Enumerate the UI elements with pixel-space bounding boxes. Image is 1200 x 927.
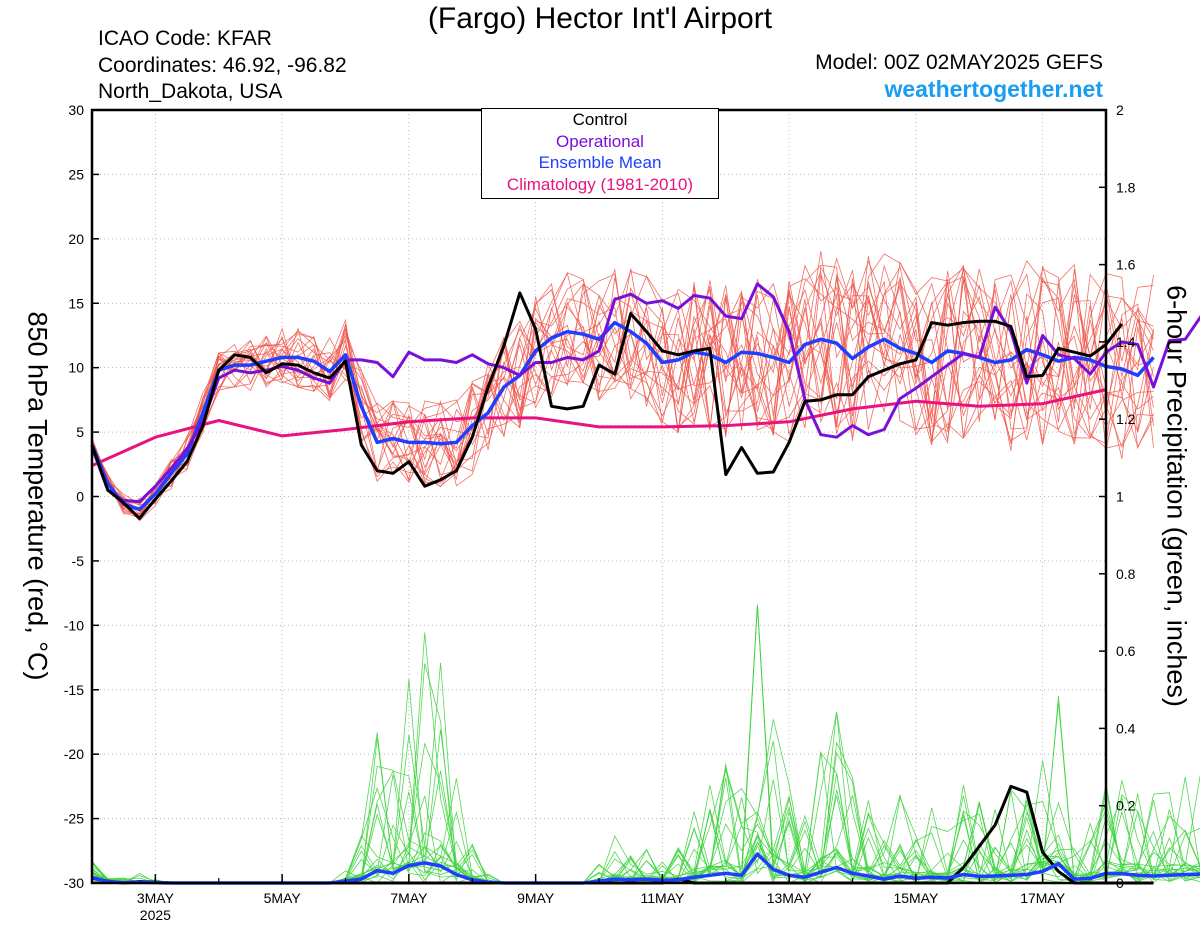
coordinates: Coordinates: 46.92, -96.82 (98, 54, 347, 77)
precip-member-line (91, 719, 1200, 884)
grid (92, 110, 1106, 883)
y-tick-label: 15 (68, 295, 84, 311)
icao-code: ICAO Code: KFAR (98, 27, 272, 50)
temperature-member-line (91, 268, 1154, 505)
y2-tick-label: 1.4 (1116, 334, 1136, 350)
model-run: Model: 00Z 02MAY2025 GEFS (815, 51, 1103, 74)
x-tick-label: 5MAY (264, 890, 302, 906)
temperature-member-line (91, 260, 1154, 513)
precip-member-line (91, 711, 1200, 884)
y-axis-label-left: 850 hPa Temperature (red, °C) (22, 311, 53, 681)
y-tick-label: -15 (64, 682, 84, 698)
y2-tick-label: 2 (1116, 102, 1124, 118)
x-tick-label: 7MAY (390, 890, 428, 906)
series-line-operational (90, 282, 1200, 504)
y2-tick-label: 0.4 (1116, 720, 1136, 736)
temperature-member-line (91, 251, 1154, 519)
precipitation-members (91, 604, 1200, 885)
legend-item-control: Control (572, 110, 628, 129)
legend-item-ensemble-mean: Ensemble Mean (538, 153, 662, 172)
y2-tick-label: 1.8 (1116, 179, 1136, 195)
y2-tick-label: 0.8 (1116, 566, 1136, 582)
chart-title: (Fargo) Hector Int'l Airport (427, 2, 773, 35)
temperature-members (91, 251, 1154, 522)
temperature-member-line (91, 253, 1154, 516)
y-tick-label: -10 (64, 617, 84, 633)
legend: Control Operational Ensemble Mean Climat… (481, 108, 719, 199)
y-tick-label: 20 (68, 231, 84, 247)
precip-member-line (91, 604, 1200, 884)
site-link[interactable]: weathertogether.net (884, 76, 1103, 102)
temperature-member-line (91, 267, 1154, 509)
x-tick-label: 17MAY (1020, 890, 1066, 906)
y-tick-label: -20 (64, 746, 84, 762)
temperature-member-line (91, 264, 1154, 504)
x-tick-label: 9MAY (517, 890, 555, 906)
legend-item-climatology: Climatology (1981-2010) (506, 174, 694, 194)
temperature-member-line (91, 276, 1154, 510)
y-tick-label: 25 (68, 166, 84, 182)
series-line-control (90, 291, 1123, 520)
precip-member-line (91, 604, 1200, 884)
y-tick-label: -5 (72, 553, 85, 569)
series-line-ensemble-mean-precip (91, 852, 1200, 885)
x-tick-label: 11MAY (640, 890, 684, 906)
precip-member-line (91, 729, 1200, 885)
temperature-member-line (91, 265, 1154, 505)
y2-tick-label: 0.6 (1116, 643, 1136, 659)
temperature-member-line (91, 267, 1154, 522)
x-tick-label: 3MAY (137, 890, 175, 906)
y2-tick-label: 0.2 (1116, 798, 1136, 814)
x-tick-label: 15MAY (893, 890, 939, 906)
y2-tick-label: 0 (1116, 875, 1124, 891)
y-tick-label: 5 (76, 424, 84, 440)
y-axis-label-right: 6-hour Precipitation (green, inches) (1161, 285, 1192, 707)
legend-item-operational: Operational (556, 131, 644, 151)
y2-tick-label: 1.2 (1116, 411, 1136, 427)
y2-tick-label: 1.6 (1116, 257, 1136, 273)
precip-member-line (91, 679, 1200, 884)
region: North_Dakota, USA (98, 80, 283, 103)
series-line-climatology-1981-2010- (91, 388, 1107, 467)
y-tick-label: -25 (64, 811, 84, 827)
y-tick-label: 0 (76, 489, 84, 505)
y-tick-label: 30 (68, 102, 84, 118)
x-tick-sublabel: 2025 (140, 907, 171, 923)
x-tick-label: 13MAY (767, 890, 813, 906)
precip-member-line (91, 632, 1200, 884)
y-tick-label: 10 (68, 360, 84, 376)
axis-ticks: 302520151050-5-10-15-20-25-3021.81.61.41… (64, 102, 1136, 923)
precip-member-line (91, 604, 1200, 884)
temperature-member-line (91, 265, 1154, 518)
y-tick-label: -30 (64, 875, 84, 891)
y2-tick-label: 1 (1116, 489, 1124, 505)
